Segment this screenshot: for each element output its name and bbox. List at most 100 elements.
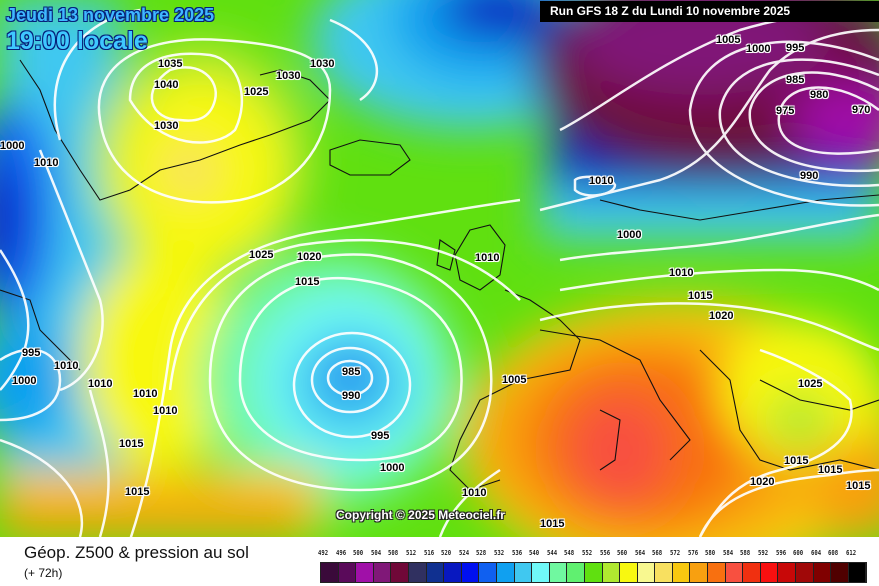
legend-swatch	[602, 563, 621, 582]
legend-swatch	[637, 563, 656, 582]
copyright: Copyright © 2025 Meteociel.fr	[336, 508, 505, 522]
isobar-label: 1030	[154, 120, 179, 132]
isobar-label: 1020	[750, 476, 775, 488]
legend-value: 564	[634, 549, 645, 557]
isobar-label: 1025	[244, 86, 269, 98]
isobar-label: 980	[810, 89, 829, 101]
legend-swatch	[708, 563, 726, 582]
legend-swatch	[532, 563, 550, 582]
legend-value: 588	[740, 549, 751, 557]
isobar-label: 1015	[119, 438, 144, 450]
legend-value: 496	[335, 549, 346, 557]
isobar-label: 1015	[818, 464, 843, 476]
legend-swatch	[444, 563, 462, 582]
isobar-label: 1005	[502, 374, 527, 386]
isobar-label: 990	[342, 390, 361, 402]
legend-value: 524	[458, 549, 469, 557]
legend-value: 508	[388, 549, 399, 557]
isobar-label: 1015	[540, 518, 565, 530]
legend-swatch	[549, 563, 568, 582]
isobar-label: 1000	[380, 462, 405, 474]
legend-swatch	[479, 563, 497, 582]
legend-swatch	[584, 563, 603, 582]
isobar-label: 1010	[462, 487, 487, 499]
isobar-label: 1015	[846, 480, 871, 492]
legend-value: 512	[406, 549, 417, 557]
legend-swatch	[778, 563, 797, 582]
isobar-label: 1000	[746, 43, 771, 55]
legend-swatch	[514, 563, 533, 582]
isobar-label: 1030	[310, 58, 335, 70]
isobar-label: 995	[786, 42, 805, 54]
legend-value: 520	[441, 549, 452, 557]
legend-swatch	[426, 563, 445, 582]
legend-swatch	[408, 563, 427, 582]
legend-swatch	[655, 563, 673, 582]
isobar-label: 1025	[798, 378, 823, 390]
isobar-label: 1035	[158, 58, 183, 70]
legend-value: 556	[599, 549, 610, 557]
legend-value: 536	[511, 549, 522, 557]
isobar-label: 1020	[709, 310, 734, 322]
legend-value: 592	[758, 549, 769, 557]
legend-value: 584	[722, 549, 733, 557]
isobar-label: 1010	[589, 175, 614, 187]
legend-value: 596	[775, 549, 786, 557]
legend-value: 608	[828, 549, 839, 557]
legend-value: 504	[370, 549, 381, 557]
legend-swatch	[690, 563, 709, 582]
legend-swatch	[391, 563, 409, 582]
legend-value: 548	[564, 549, 575, 557]
legend-swatch	[338, 563, 357, 582]
legend-value: 580	[705, 549, 716, 557]
legend-value: 540	[529, 549, 540, 557]
color-legend	[320, 562, 868, 583]
legend-value: 544	[546, 549, 557, 557]
legend-swatch	[496, 563, 515, 582]
legend-value: 560	[617, 549, 628, 557]
isobar-label: 1040	[154, 79, 179, 91]
legend-value: 532	[494, 549, 505, 557]
legend-swatch	[461, 563, 480, 582]
legend-swatch	[743, 563, 761, 582]
isobar-label: 970	[852, 104, 871, 116]
isobar-label: 1010	[34, 157, 59, 169]
isobar-label: 985	[342, 366, 361, 378]
legend-swatch	[567, 563, 585, 582]
isobar-label: 1015	[125, 486, 150, 498]
legend-swatch	[373, 563, 392, 582]
legend-swatch	[672, 563, 691, 582]
isobar-label: 1010	[133, 388, 158, 400]
legend-swatch	[848, 563, 867, 582]
isobar-label: 1000	[617, 229, 642, 241]
isobar-label: 1000	[0, 140, 25, 152]
isobar-label: 1010	[475, 252, 500, 264]
forecast-offset: (+ 72h)	[24, 566, 63, 580]
geopotential-field	[0, 0, 879, 537]
isobar-label: 1025	[249, 249, 274, 261]
isobar-label: 1000	[12, 375, 37, 387]
run-info-banner: Run GFS 18 Z du Lundi 10 novembre 2025	[540, 1, 879, 22]
legend-value: 500	[353, 549, 364, 557]
legend-value: 492	[318, 549, 329, 557]
isobar-label: 985	[786, 74, 805, 86]
weather-map: 1035 1040 1030 1025 1030 1030 1005 1000 …	[0, 0, 879, 537]
isobar-label: 975	[776, 105, 795, 117]
isobar-label: 1010	[153, 405, 178, 417]
footer-panel: Géop. Z500 & pression au sol (+ 72h) 492…	[0, 537, 879, 586]
legend-swatch	[356, 563, 374, 582]
isobar-label: 1010	[88, 378, 113, 390]
legend-value: 604	[810, 549, 821, 557]
isobar-label: 1010	[54, 360, 79, 372]
legend-value: 612	[846, 549, 857, 557]
legend-value: 516	[423, 549, 434, 557]
legend-value: 568	[652, 549, 663, 557]
isobar-label: 995	[371, 430, 390, 442]
isobars	[0, 8, 879, 537]
forecast-time: 19:00 locale	[6, 27, 148, 55]
legend-value: 528	[476, 549, 487, 557]
forecast-date: Jeudi 13 novembre 2025	[6, 5, 215, 25]
isobar-label: 995	[22, 347, 41, 359]
legend-value: 600	[793, 549, 804, 557]
legend-value: 552	[582, 549, 593, 557]
